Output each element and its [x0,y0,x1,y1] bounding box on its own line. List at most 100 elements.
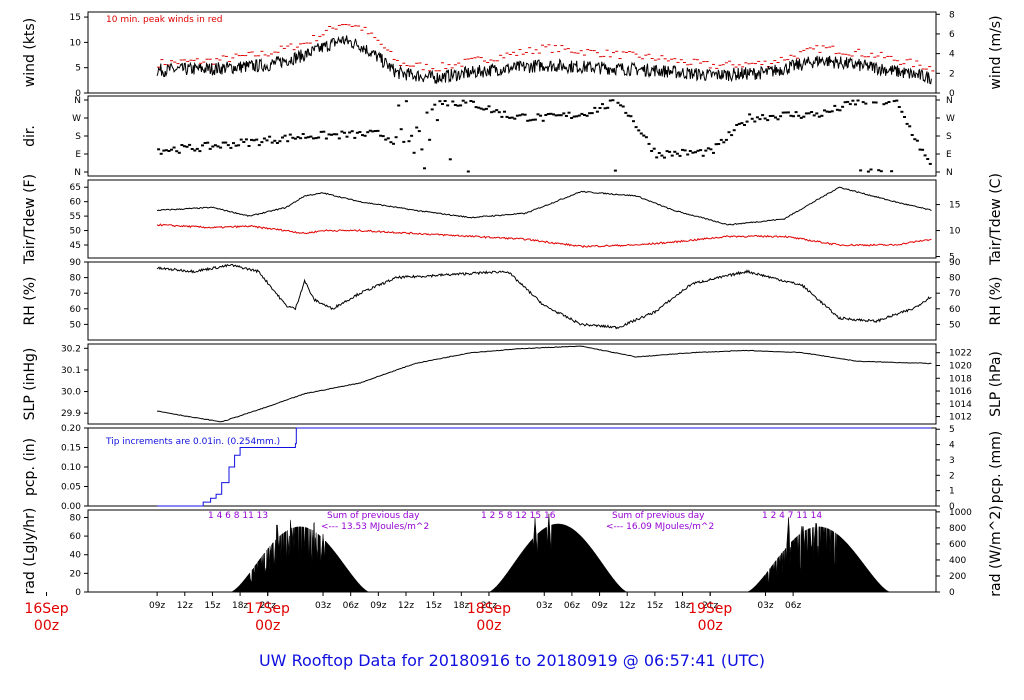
peak-wind-mark [195,58,199,60]
dir-point [508,116,512,119]
dir-point [848,103,852,106]
dir-point [211,145,215,148]
dir-point [301,133,305,135]
slp-ytick-label: 30.0 [61,388,81,398]
peak-wind-mark [876,55,880,57]
peak-wind-mark [670,58,674,60]
peak-wind-mark [383,47,386,49]
dir-point [616,101,620,104]
peak-wind-mark [731,64,735,66]
peak-wind-mark [457,62,461,64]
peak-wind-mark [244,55,248,57]
wind-ytick-label: 15 [70,13,81,23]
peak-wind-mark [402,62,406,64]
peak-wind-mark [434,70,438,72]
dir-point [497,111,501,114]
dir-point [686,153,690,156]
dir-point [918,148,922,151]
dir-point [683,149,687,152]
dir-point [766,119,770,122]
peak-wind-mark [599,56,603,58]
peak-wind-mark [499,54,503,56]
wind-ylabel-right: wind (m/s) [988,15,1004,89]
dir-point [188,143,192,146]
dir-point [915,139,919,142]
peak-wind-mark [224,55,228,57]
peak-wind-mark [508,54,512,55]
dir-point [474,106,478,109]
peak-wind-mark [750,62,754,64]
peak-wind-mark [212,63,215,65]
dir-point [523,113,527,116]
pcp-ytick-label: 0.00 [61,502,81,512]
dir-point [379,134,383,137]
peak-wind-mark [870,52,874,54]
rad-ytick-right-label: 600 [949,540,966,550]
peak-wind-mark [173,61,177,63]
dir-point [608,99,612,102]
rad-ytick-label: 20 [70,569,82,579]
rh-ytick-label: 60 [70,305,82,315]
dir-point [407,140,411,143]
dir-point [288,133,292,136]
dir-point [776,118,780,121]
peak-wind-mark [495,60,499,62]
dir-point [355,131,359,134]
peak-wind-mark [228,61,232,62]
dir-point [182,145,186,148]
peak-wind-mark [237,55,241,57]
dir-point [358,131,362,133]
peak-wind-mark [641,58,644,60]
tdew-series-line [156,223,932,249]
peak-wind-mark [702,61,706,63]
peak-wind-mark [321,34,325,36]
peak-wind-mark [805,48,809,50]
peak-wind-mark [231,57,235,59]
peak-wind-mark [624,51,628,53]
dir-point [663,156,666,159]
dir-point [420,148,424,151]
peak-wind-mark [908,58,912,60]
peak-wind-mark [679,59,683,61]
dir-point [812,114,816,117]
dir-point [299,137,303,140]
peak-wind-mark [666,60,670,62]
dir-point [255,138,259,141]
dir-point [453,104,457,106]
peak-wind-mark [592,50,596,52]
slp-ytick-right-label: 1014 [949,400,972,410]
dir-point [817,115,821,118]
peak-wind-mark [286,45,290,47]
peak-wind-mark [873,56,877,58]
dir-point [361,134,364,137]
peak-wind-mark [544,46,548,48]
peak-wind-mark [257,55,261,57]
x-hour-tick-label: 18z [674,601,690,611]
dir-point [593,106,597,109]
dir-point [363,134,367,137]
dir-ytick-right-label: N [946,96,953,106]
dir-ytick-label: N [74,168,81,178]
peak-wind-mark [299,43,303,45]
dir-point [691,151,695,154]
peak-wind-mark [754,63,757,65]
dir-point [544,114,548,116]
peak-wind-mark [792,55,796,57]
peak-wind-mark [253,55,257,57]
peak-wind-mark [337,24,341,26]
dir-point [626,114,630,117]
dir-point [273,139,277,142]
peak-wind-mark [763,60,767,62]
x-hour-tick-label: 09z [591,601,607,611]
rh-panel-frame [87,261,937,341]
dir-point [430,108,434,111]
dir-point [613,169,617,172]
dir-point [771,114,775,117]
dir-point [521,113,524,116]
dir-point [750,117,754,120]
dir-point [748,113,752,116]
dir-point [417,130,421,133]
dir-point [557,114,561,117]
peak-wind-mark [779,56,783,58]
peak-wind-mark [566,48,570,50]
